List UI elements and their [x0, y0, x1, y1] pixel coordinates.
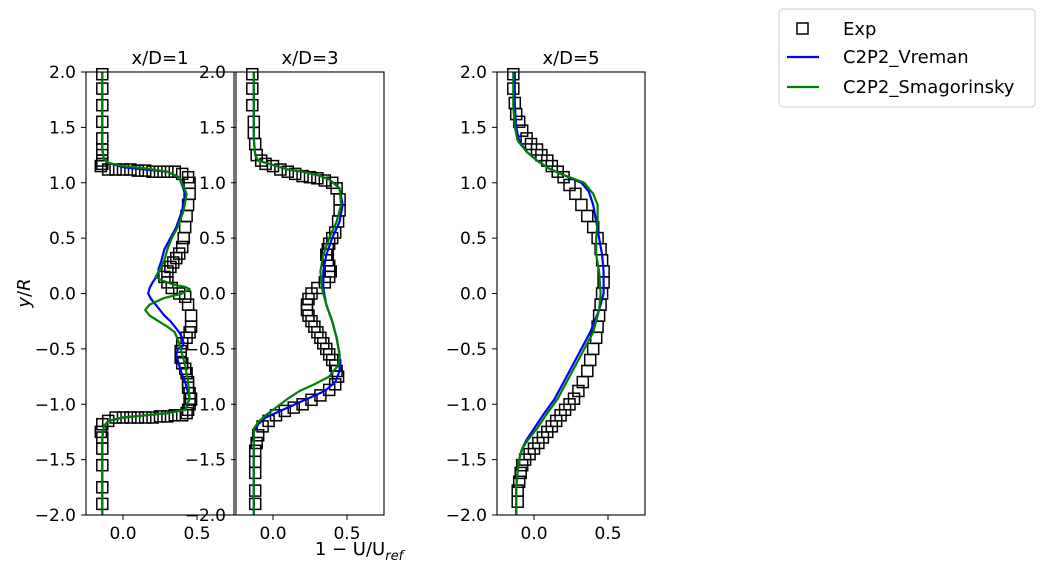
panel-1-exp-point [116, 163, 130, 176]
y-tick-label: 2.0 [199, 63, 226, 83]
panel-3-exp-point [514, 466, 527, 480]
y-tick-label: 1.0 [199, 174, 226, 194]
panel-2-exp-point [248, 497, 262, 511]
panel-3-exp-point [586, 342, 600, 356]
y-tick-label: −0.5 [185, 340, 226, 360]
y-tick-label: 1.5 [49, 118, 76, 138]
y-axis-label-sep: / [14, 290, 35, 297]
y-tick-label: 0.0 [199, 285, 226, 305]
y-tick-label: 0.5 [49, 229, 76, 249]
panel-1: 2.0 1.5 1.0 0.5 0.0 −0.5 −1.0 −1.5 −2.0 0.0 0.5 x/D… [35, 48, 235, 544]
x-tick-label: 0.0 [109, 524, 136, 544]
panel-2-exp-point [254, 154, 268, 167]
panel-3-exp-point [581, 209, 594, 223]
y-tick-label: −1.0 [185, 395, 226, 415]
panel-1-exp-point [94, 159, 108, 173]
legend: Exp C2P2_Vreman C2P2_Smagorinsky [778, 8, 1036, 108]
legend-exp-label: Exp [843, 19, 876, 40]
panel-1-exp-point [181, 298, 195, 311]
y-tick-label: −0.5 [446, 340, 487, 360]
y-tick-label: 0.0 [460, 285, 487, 305]
x-tick-label: 0.5 [594, 524, 621, 544]
y-tick-label: 1.0 [49, 174, 76, 194]
panel-1-exp-point [178, 220, 192, 234]
panel-1-exp-point [138, 411, 152, 424]
y-tick-label: −2.0 [446, 506, 487, 526]
y-tick-label: −1.0 [446, 395, 487, 415]
x-tick-label: 0.5 [333, 524, 360, 544]
panel-2-c2p2-smagorinsky-line [252, 72, 343, 515]
y-axis-label: y/R [14, 278, 35, 308]
y-tick-label: 0.5 [460, 229, 487, 249]
panel-2-exp-point [250, 436, 263, 450]
panel-3: 2.0 1.5 1.0 0.5 0.0 −0.5 −1.0 −1.5 −2.0 0.0 0.5 x/D… [446, 48, 646, 544]
y-tick-label: −1.5 [35, 451, 76, 471]
legend-exp-marker [796, 22, 809, 35]
x-tick-label: 0.0 [259, 524, 286, 544]
y-tick-label: 1.0 [460, 174, 487, 194]
panel-3-exp-point [511, 495, 524, 508]
y-tick-label: −2.0 [35, 506, 76, 526]
panel-2-exp-point [248, 455, 262, 469]
panel-3-exp-point [572, 384, 585, 398]
panel-2-exp-point [281, 165, 295, 178]
y-tick-label: −0.5 [35, 340, 76, 360]
y-tick-label: −1.5 [185, 451, 226, 471]
panel-1-exp-point [101, 163, 115, 176]
x-axis-label: 1 − U/Uref [315, 539, 406, 564]
panel-2-exp-point [303, 170, 317, 184]
panel-2-title: x/D=3 [281, 48, 338, 69]
panel-3-exp-point [512, 475, 526, 489]
y-tick-label: 2.0 [460, 63, 487, 83]
panel-2-exp-point [248, 466, 262, 480]
panel-1-exp-point [168, 409, 182, 422]
x-axis-label-main: 1 − U/U [315, 539, 385, 560]
legend-vreman-label: C2P2_Vreman [843, 47, 969, 68]
panel-2-exp-point [311, 172, 324, 185]
panel-3-exp-point [576, 375, 590, 389]
y-tick-label: 2.0 [49, 63, 76, 83]
panel-3-exp-point [575, 198, 588, 212]
panel-2-c2p2-vreman-line [252, 72, 344, 515]
panel-3-exp-point [583, 353, 597, 367]
panel-1-exp-point [146, 411, 159, 424]
y-axis-label-var: y [14, 297, 35, 309]
y-tick-label: 1.5 [199, 118, 226, 138]
y-axis-label-den: R [14, 278, 35, 291]
y-tick-label: 1.5 [460, 118, 487, 138]
x-tick-label: 0.5 [183, 524, 210, 544]
legend-frame [778, 8, 1036, 108]
panel-3-exp-point [515, 458, 529, 472]
panel-2-exp-point [246, 98, 259, 112]
panel-1-c2p2-smagorinsky-line [101, 72, 191, 515]
panel-2: 2.0 1.5 1.0 0.5 0.0 −0.5 −1.0 −1.5 −2.0 0.0 0.5 x/D… [185, 48, 385, 544]
panel-2-exp-point [246, 67, 259, 81]
panel-2-exp-point [246, 82, 259, 95]
panel-1-exp-point [161, 410, 174, 423]
panel-3-c2p2-smagorinsky-line [512, 72, 602, 515]
panels: 2.0 1.5 1.0 0.5 0.0 −0.5 −1.0 −1.5 −2.0 0.0 0.5 x/D… [35, 48, 646, 544]
panel-1-title: x/D=1 [131, 48, 188, 69]
panel-2-exp-point [248, 484, 262, 497]
x-axis-label-sub: ref [385, 549, 405, 564]
y-tick-label: 0.0 [49, 285, 76, 305]
y-tick-label: 0.5 [199, 229, 226, 249]
panel-3-exp-point [581, 364, 594, 378]
y-tick-label: −1.5 [446, 451, 487, 471]
panel-1-exp-point [131, 164, 145, 177]
panel-2-exp-point [331, 370, 345, 383]
panel-1-exp-point [177, 231, 190, 245]
panel-1-exp-point [184, 309, 198, 322]
panel-1-exp-point [153, 410, 167, 423]
x-tick-label: 0.0 [520, 524, 547, 544]
panel-3-title: x/D=5 [542, 48, 599, 69]
y-tick-label: −2.0 [185, 506, 226, 526]
panel-2-exp-point [288, 167, 302, 181]
y-tick-label: −1.0 [35, 395, 76, 415]
legend-smagorinsky-label: C2P2_Smagorinsky [843, 77, 1015, 98]
